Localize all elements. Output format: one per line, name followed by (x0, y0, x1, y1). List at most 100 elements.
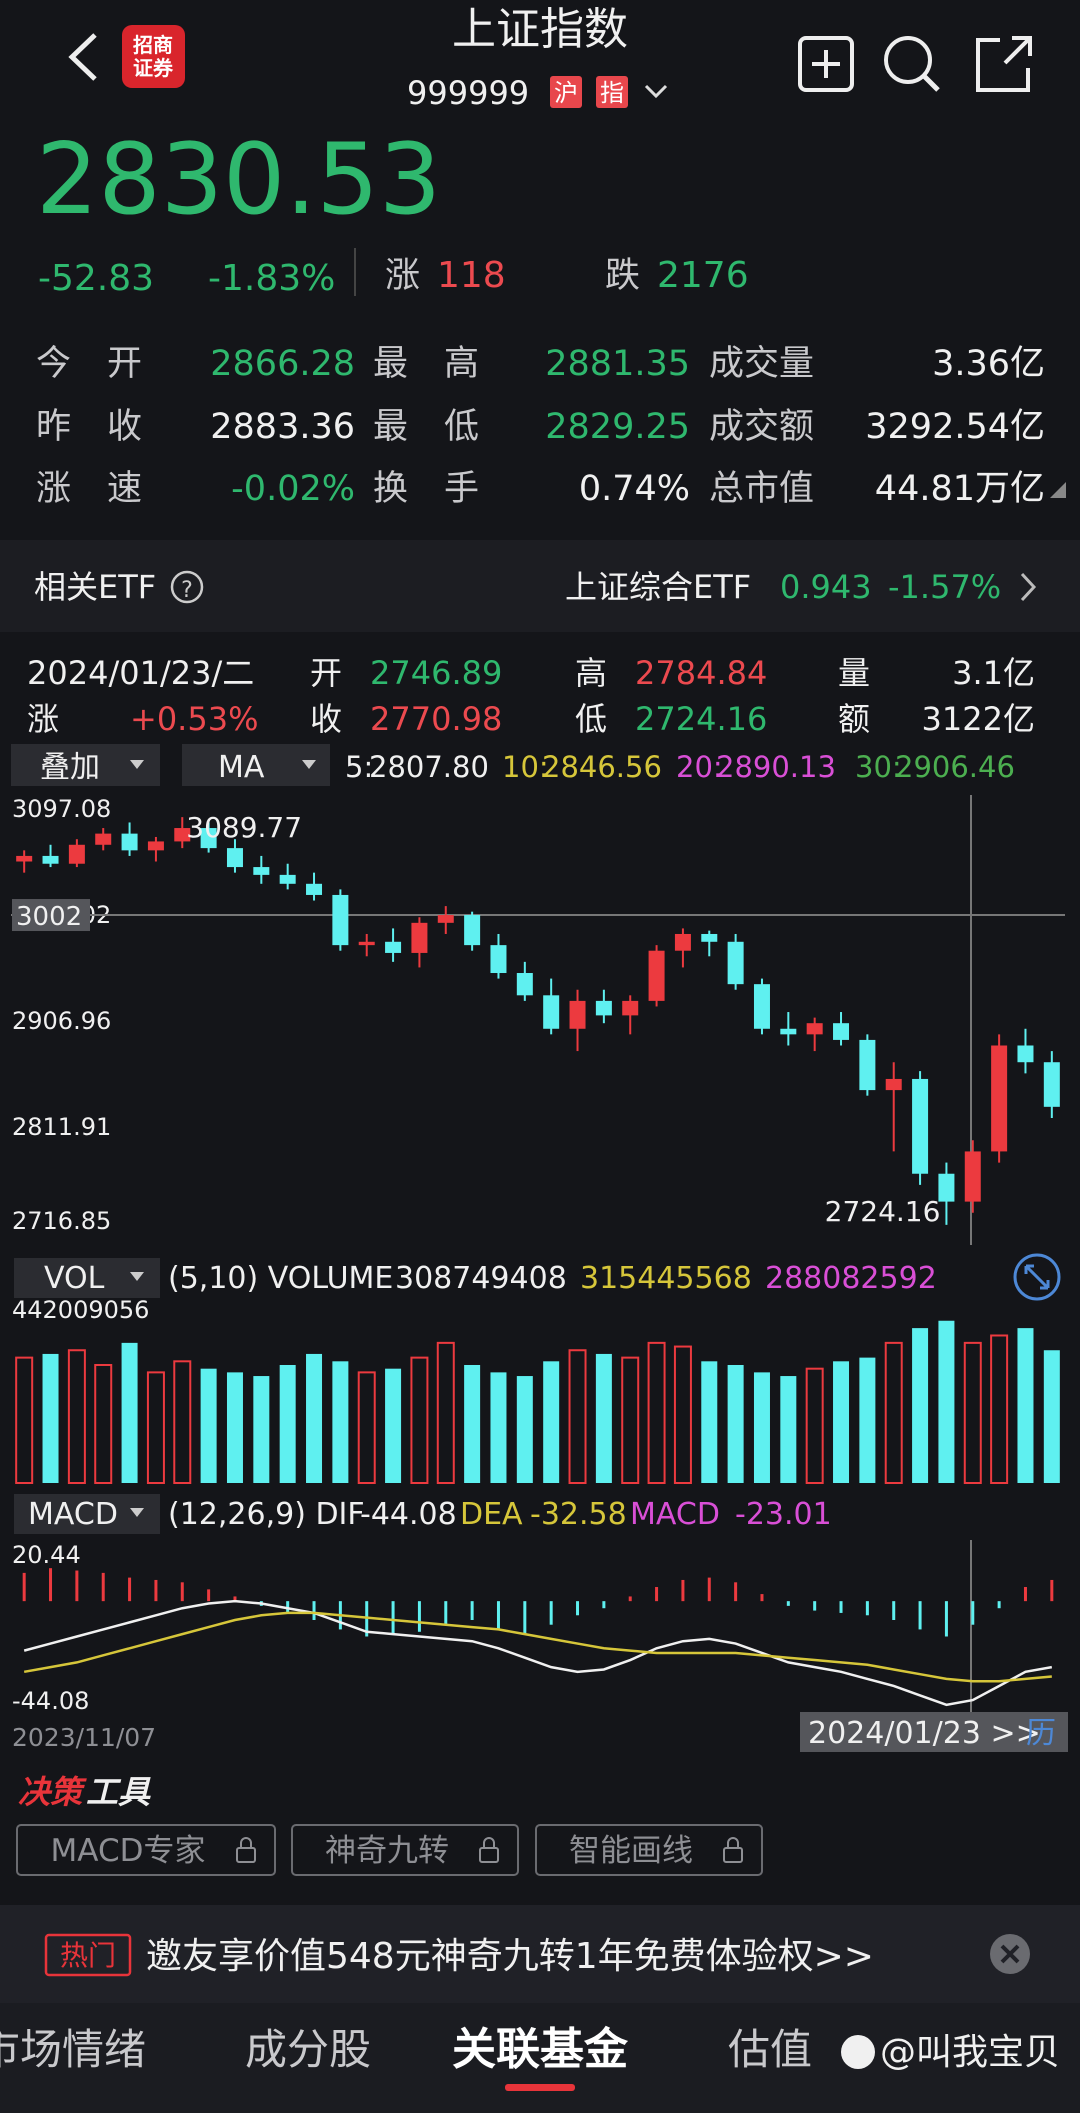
stat-label: 今开 (36, 344, 178, 384)
tool-button[interactable] (535, 1824, 763, 1876)
candle-body (648, 950, 665, 1001)
volume-bar (253, 1376, 270, 1483)
volume-bar (753, 1372, 770, 1483)
ma-label: 5: (345, 750, 373, 784)
candle-body (780, 1028, 797, 1035)
add-icon (812, 50, 840, 78)
stat-value: 2866.28 (210, 344, 355, 384)
info-value: 2770.98 (370, 700, 502, 738)
tab[interactable]: 成分股 (245, 2025, 371, 2074)
stat-label: 总市值 (709, 469, 814, 509)
tools-title: 决策 (18, 1773, 87, 1811)
candle-body (68, 844, 85, 864)
volume-bar (306, 1353, 323, 1483)
etf-row[interactable] (0, 540, 1080, 632)
stat-label: 最高 (373, 344, 515, 384)
candle-body (279, 874, 296, 884)
tool-button[interactable] (291, 1824, 519, 1876)
volume-bar (385, 1368, 402, 1483)
info-value: 3122亿 (922, 700, 1035, 738)
ma-dropdown[interactable] (182, 744, 330, 786)
stat-label: 换手 (373, 469, 515, 509)
volume-bar (146, 1371, 165, 1484)
candle-body (543, 995, 560, 1029)
volume-bar (357, 1371, 376, 1484)
volume-bar (859, 1357, 876, 1483)
candle-body (964, 1151, 981, 1202)
volume-bar (673, 1345, 692, 1484)
macd-chart: 20.44 -44.08 (12, 1541, 1054, 1715)
macd-params: (12,26,9) DIF (168, 1497, 365, 1532)
tab-indicator (505, 2084, 575, 2091)
banner[interactable] (0, 1905, 1080, 2003)
help-icon[interactable] (170, 570, 204, 604)
tab[interactable]: 关联基金 (452, 2024, 629, 2075)
candle-body (464, 915, 481, 946)
tab[interactable]: 估值 (728, 2025, 812, 2074)
add-button[interactable] (798, 36, 854, 92)
expand-button[interactable] (1013, 1253, 1061, 1301)
vol-label: VOL (44, 1261, 105, 1296)
stat-value: 3292.54亿 (865, 407, 1045, 447)
volume-bar (94, 1363, 113, 1485)
history-link[interactable]: 历 (1026, 1716, 1056, 1751)
dif-value: -44.08 (360, 1497, 457, 1532)
stat-value: 44.81万亿 (875, 469, 1045, 509)
banner-text: 邀友享价值548元神奇九转1年免费体验权>> (146, 1936, 874, 1977)
tab[interactable]: 市场情绪 (0, 2025, 146, 2074)
tool-button-text: 智能画线 (569, 1833, 693, 1869)
vol-value: 308749408 (395, 1261, 567, 1296)
dropdown-icon (130, 1272, 144, 1281)
end-date: 2024/01/23 >> (808, 1716, 1041, 1751)
title: 上证指数 (452, 4, 628, 55)
candle-body (674, 933, 691, 951)
tool-button[interactable] (16, 1824, 276, 1876)
candle-body (753, 984, 770, 1029)
back-button[interactable] (68, 33, 97, 81)
tools-title: 工具 (86, 1773, 151, 1811)
tag-text: 指 (600, 79, 624, 107)
price-chart: 3097.083002.022906.962811.912716.8530023… (11, 795, 1065, 1235)
date: 2024/01/23/二 (27, 654, 254, 692)
volume-bar (332, 1361, 349, 1483)
candle-body (833, 1023, 850, 1040)
candle-body (701, 933, 718, 942)
candle-body (332, 894, 349, 946)
volume-bar (410, 1356, 429, 1484)
share-button[interactable] (976, 36, 1032, 92)
etf-name: 上证综合ETF (565, 568, 751, 606)
info-label: 额 (838, 700, 870, 738)
y-tick-label: 2906.96 (12, 1007, 111, 1035)
volume-bar (436, 1341, 455, 1484)
search-button[interactable] (884, 36, 932, 84)
y-tick-label: 442009056 (12, 1296, 149, 1324)
macd-line (23, 1611, 1052, 1683)
dropdown-icon[interactable] (644, 84, 668, 99)
macd-line (23, 1599, 1053, 1707)
dropdown-icon (302, 760, 316, 769)
volume-bar (67, 1349, 86, 1485)
volume-bar (490, 1372, 507, 1483)
tag (596, 76, 628, 108)
info-label: 低 (575, 700, 607, 738)
candle-body (174, 828, 191, 842)
start-date: 2023/11/07 (12, 1723, 156, 1752)
y-tick-label: 2716.85 (12, 1207, 111, 1235)
volume-bar (595, 1353, 612, 1483)
info-label: 涨 (27, 700, 59, 738)
tab-bar (0, 2003, 1080, 2113)
candle-body (727, 941, 744, 985)
overlay-label: 叠加 (40, 750, 100, 785)
candle-body (95, 833, 112, 845)
volume-bar (121, 1342, 138, 1483)
candle-body (411, 922, 428, 953)
lock-icon (479, 1847, 499, 1863)
price: 2830.53 (36, 123, 441, 237)
stat-value: 0.74% (579, 469, 690, 509)
volume-bar (42, 1353, 59, 1483)
up-label: 涨 (385, 256, 420, 296)
info: 开 2746.89 高 2784.84 量 3.1亿涨 +0.53% 收 2770.98 低 272… (27, 654, 1035, 738)
stat-label: 最低 (373, 407, 515, 447)
candle-body (595, 1000, 612, 1016)
